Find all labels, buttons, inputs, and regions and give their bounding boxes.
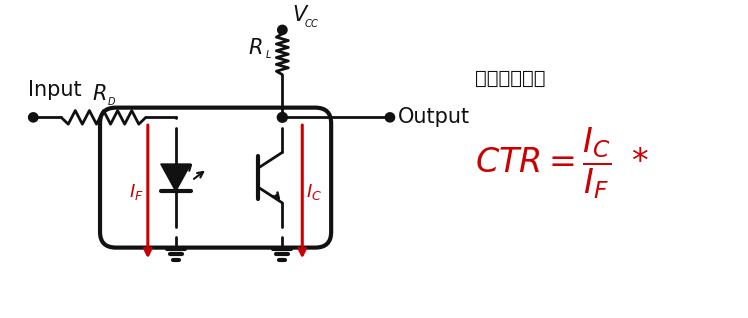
- Text: $R$: $R$: [248, 38, 263, 58]
- Text: Input: Input: [28, 80, 82, 100]
- Text: $\mathit{I_F}$: $\mathit{I_F}$: [129, 182, 144, 202]
- Text: Output: Output: [398, 107, 470, 128]
- Circle shape: [386, 114, 394, 121]
- Text: $_D$: $_D$: [107, 93, 116, 107]
- Text: $_{CC}$: $_{CC}$: [304, 16, 320, 30]
- Circle shape: [278, 113, 287, 122]
- Text: $\mathit{I_C}$: $\mathit{I_C}$: [306, 182, 322, 202]
- FancyBboxPatch shape: [100, 107, 331, 248]
- Circle shape: [29, 114, 37, 121]
- Circle shape: [278, 26, 286, 34]
- Text: $R$: $R$: [92, 84, 107, 104]
- Text: $V$: $V$: [292, 5, 310, 25]
- Polygon shape: [161, 164, 191, 191]
- Text: 电流传输比：: 电流传输比：: [475, 69, 545, 88]
- Text: $\mathit{CTR} = \dfrac{I_C}{I_F}\ *$: $\mathit{CTR} = \dfrac{I_C}{I_F}\ *$: [475, 125, 649, 201]
- Text: $_L$: $_L$: [266, 47, 272, 61]
